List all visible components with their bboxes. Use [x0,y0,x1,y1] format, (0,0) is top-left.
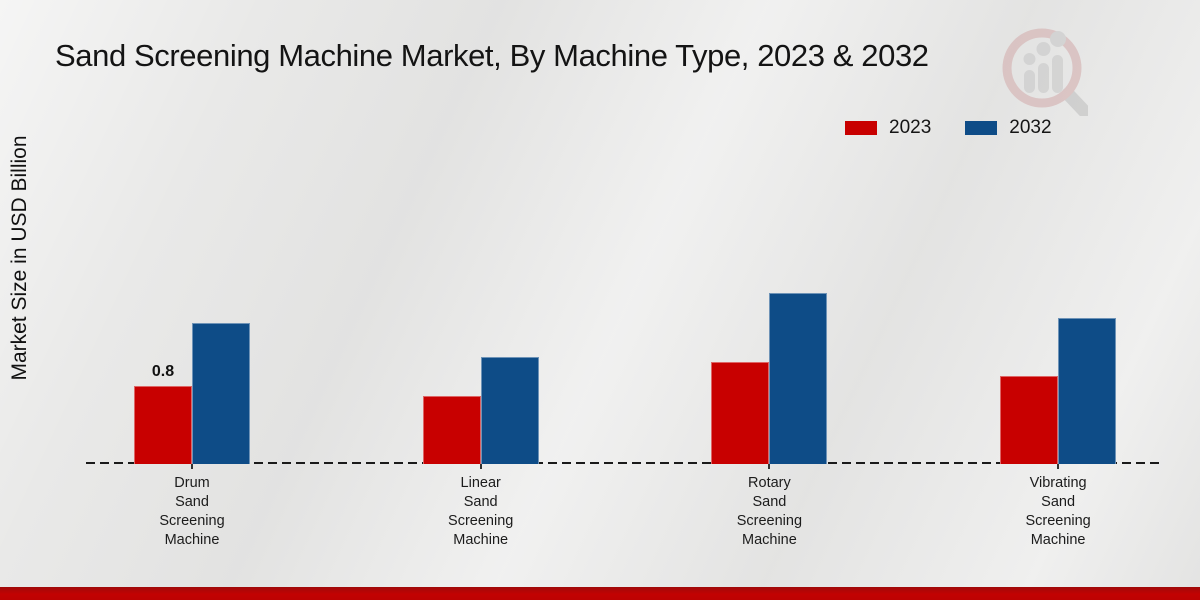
x-axis-tick [191,464,193,469]
x-axis-tick [768,464,771,469]
x-tick-label-vibrating-sand-screening-machine: Vibrating Sand Screening Machine [1025,475,1091,548]
bar-2023-vibrating-sand-screening-machine [1000,376,1059,464]
x-axis-line [86,462,1164,464]
legend-label-2023: 2023 [889,117,932,138]
chart-title: Sand Screening Machine Market, By Machin… [55,38,929,73]
x-tick-label-linear-sand-screening-machine: Linear Sand Screening Machine [448,475,514,548]
bar-2032-rotary-sand-screening-machine [769,293,828,464]
x-tick-label-rotary-sand-screening-machine: Rotary Sand Screening Machine [736,475,803,548]
brand-logo-magnifier-chart-icon [1002,28,1088,116]
bar-data-label: 0.8 [151,363,175,380]
bar-2032-vibrating-sand-screening-machine [1058,317,1117,464]
bar-2032-drum-sand-screening-machine [192,322,250,464]
legend-swatch-2032 [965,121,998,135]
legend-label-2032: 2032 [1009,117,1052,138]
legend-item-2032: 2032 [965,117,1052,139]
bar-2023-rotary-sand-screening-machine [711,361,770,464]
x-tick-label-drum-sand-screening-machine: Drum Sand Screening Machine [159,475,225,548]
legend-swatch-2023 [845,121,877,135]
x-axis-tick [1057,464,1060,469]
bar-2023-drum-sand-screening-machine [134,386,192,464]
legend: 2023 2032 [845,117,1052,139]
footer-accent-bar [0,587,1200,600]
bar-2023-linear-sand-screening-machine [422,395,481,464]
x-axis-tick [479,464,482,469]
bar-2032-linear-sand-screening-machine [480,356,539,464]
legend-item-2023: 2023 [845,117,931,139]
